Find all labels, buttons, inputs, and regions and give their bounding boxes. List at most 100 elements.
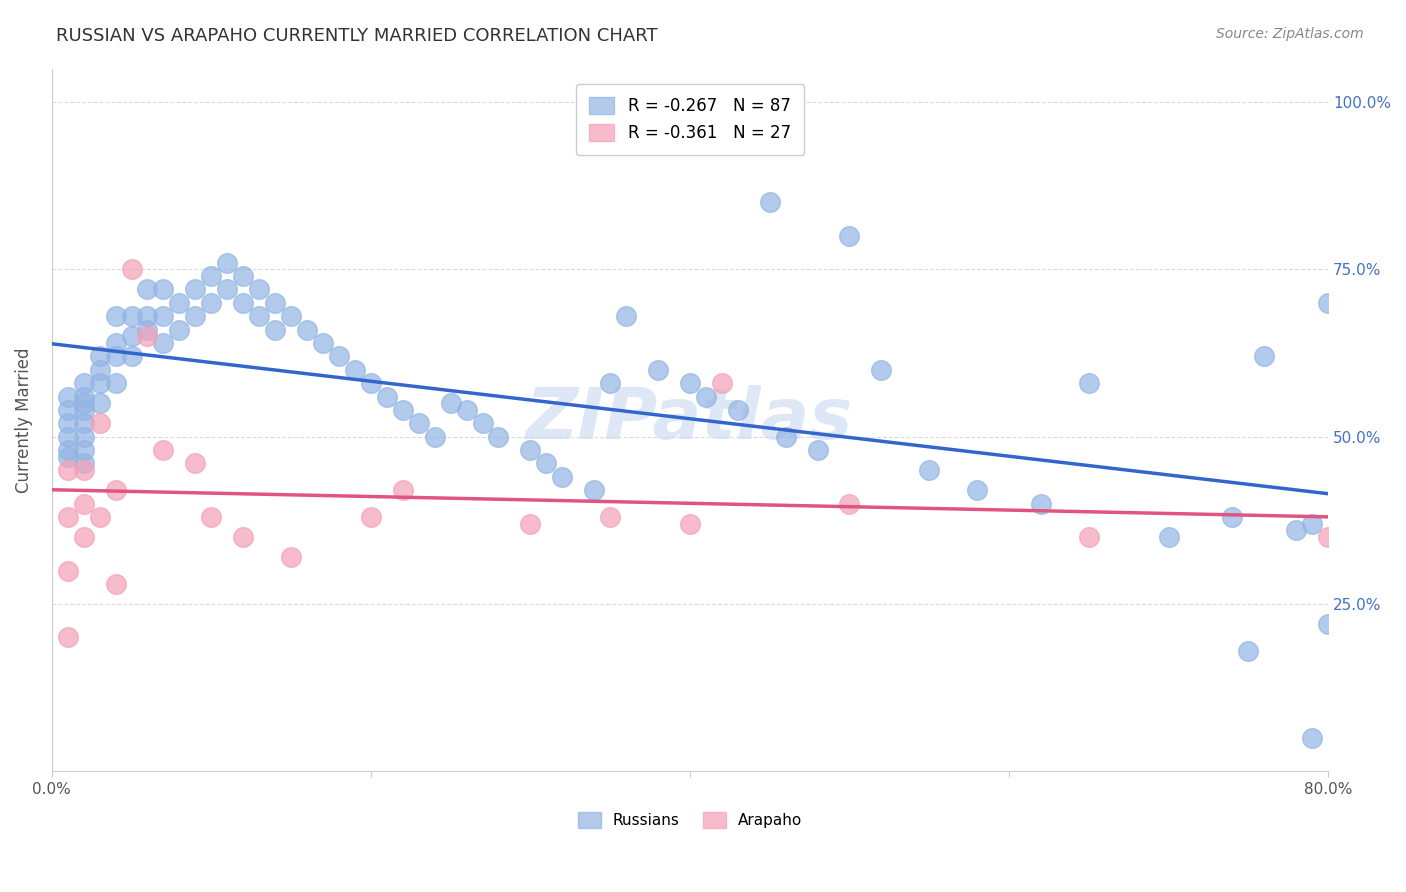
Point (1317, 617, 1340, 632)
Point (104, 309, 127, 323)
Point (104, 335, 127, 350)
Point (56, 430, 79, 444)
Point (870, 363, 893, 377)
Point (375, 390, 398, 404)
Point (136, 282, 159, 296)
Point (1222, 510, 1244, 524)
Point (200, 268, 222, 283)
Point (264, 295, 287, 310)
Point (838, 497, 860, 511)
Point (695, 390, 717, 404)
Point (758, 195, 780, 210)
Point (1317, 295, 1340, 310)
Point (73, 463, 96, 477)
Point (456, 403, 478, 417)
Point (966, 483, 988, 498)
Point (73, 443, 96, 458)
Point (56, 450, 79, 464)
Point (232, 530, 254, 544)
Point (152, 282, 174, 296)
Point (136, 329, 159, 343)
Point (343, 363, 366, 377)
Point (439, 396, 461, 410)
Point (89, 349, 111, 363)
Point (247, 309, 270, 323)
Point (599, 376, 621, 391)
Point (679, 516, 702, 531)
Point (89, 396, 111, 410)
Point (312, 335, 335, 350)
Point (1077, 530, 1099, 544)
Point (73, 497, 96, 511)
Point (56, 390, 79, 404)
Point (104, 349, 127, 363)
Point (408, 417, 430, 431)
Point (121, 262, 143, 277)
Point (73, 430, 96, 444)
Point (1317, 530, 1340, 544)
Point (232, 268, 254, 283)
Point (73, 403, 96, 417)
Point (247, 282, 270, 296)
Point (1029, 497, 1052, 511)
Point (280, 550, 302, 565)
Point (89, 376, 111, 391)
Point (73, 376, 96, 391)
Point (679, 376, 702, 391)
Point (360, 376, 382, 391)
Legend: Russians, Arapaho: Russians, Arapaho (572, 805, 808, 834)
Point (56, 510, 79, 524)
Point (1077, 376, 1099, 391)
Point (536, 457, 558, 471)
Point (583, 483, 606, 498)
Point (136, 309, 159, 323)
Point (423, 430, 446, 444)
Point (169, 295, 191, 310)
Point (169, 322, 191, 336)
Point (775, 430, 797, 444)
Point (152, 443, 174, 458)
Point (121, 349, 143, 363)
Point (232, 295, 254, 310)
Point (152, 309, 174, 323)
Point (184, 282, 207, 296)
Point (360, 510, 382, 524)
Point (519, 516, 541, 531)
Point (599, 510, 621, 524)
Point (217, 282, 239, 296)
Point (121, 309, 143, 323)
Point (104, 483, 127, 498)
Point (280, 309, 302, 323)
Point (1237, 644, 1260, 658)
Point (391, 483, 413, 498)
Point (89, 510, 111, 524)
Point (551, 470, 574, 484)
Point (647, 363, 669, 377)
Point (89, 417, 111, 431)
Point (56, 564, 79, 578)
Point (391, 403, 413, 417)
Point (1301, 731, 1323, 745)
Point (73, 396, 96, 410)
Point (1285, 524, 1308, 538)
Point (89, 363, 111, 377)
Point (200, 510, 222, 524)
Point (1157, 530, 1180, 544)
Point (614, 309, 637, 323)
Point (56, 463, 79, 477)
Point (295, 322, 318, 336)
Point (56, 443, 79, 458)
Text: ZIPatlas: ZIPatlas (526, 385, 853, 454)
Point (184, 309, 207, 323)
Point (184, 457, 207, 471)
Point (710, 376, 733, 391)
Point (727, 403, 749, 417)
Point (264, 322, 287, 336)
Point (200, 295, 222, 310)
Point (806, 443, 828, 458)
Point (73, 390, 96, 404)
Point (328, 349, 350, 363)
Point (152, 335, 174, 350)
Point (1301, 516, 1323, 531)
Point (56, 631, 79, 645)
